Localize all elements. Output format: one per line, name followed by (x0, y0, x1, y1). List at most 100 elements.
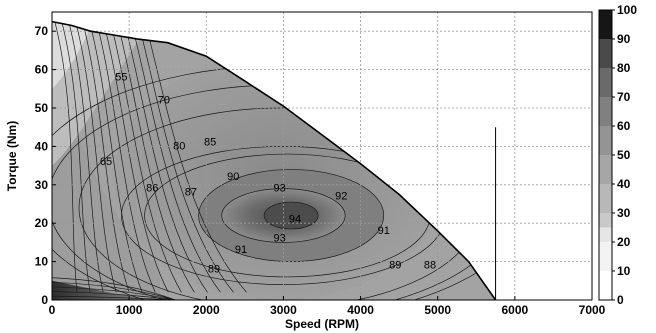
y-tick-label-30: 30 (35, 178, 49, 192)
x-tick-label-1000: 1000 (116, 303, 143, 317)
contour-label-70: 70 (158, 94, 170, 106)
y-tick-label-70: 70 (35, 24, 49, 38)
colorbar: 0 10 20 30 40 50 60 70 80 90 100 (598, 3, 637, 307)
colorbar-tick-label-40: 40 (617, 177, 631, 191)
contour-label-group-12: 91 (235, 244, 247, 256)
contour-bottom-curve-1 (52, 295, 176, 300)
x-tick-label-5000: 5000 (424, 303, 451, 317)
contour-curve-3 (67, 21, 104, 293)
colorbar-tick-label-80: 80 (617, 61, 631, 75)
contour-curve-13 (137, 21, 234, 293)
colorbar-band-80 (599, 39, 612, 68)
colorbar-band-30 (599, 184, 612, 213)
contour-curve-12 (130, 21, 221, 293)
contour-label-92: 92 (335, 190, 347, 202)
x-axis-label: Speed (RPM) (285, 317, 359, 331)
x-axis-ticks: 0 1000 2000 3000 4000 5000 6000 7000 (49, 296, 606, 317)
low-torque-corner-region (52, 280, 160, 300)
contour-label-group-1: 70 (158, 94, 170, 106)
contour-curve-1 (53, 21, 78, 293)
contour-label-89: 89 (208, 263, 220, 275)
contour-label-65: 65 (100, 156, 112, 168)
contour-label-88: 88 (424, 259, 436, 271)
efficiency-fill-layer (52, 21, 496, 300)
contour-label-80: 80 (173, 140, 185, 152)
colorbar-tick-label-0: 0 (617, 293, 624, 307)
y-axis-ticks: 0 10 20 30 40 50 60 70 (35, 24, 56, 307)
colorbar-band-90 (599, 10, 612, 39)
colorbar-tick-label-30: 30 (617, 206, 631, 220)
contour-bottom-curve-3 (52, 286, 176, 300)
contour-label-group-5: 90 (227, 171, 239, 183)
contour-label-87: 87 (185, 186, 197, 198)
contour-label-91: 91 (378, 225, 390, 237)
colorbar-band-40 (599, 155, 612, 184)
contour-label-group-10: 94 (289, 213, 301, 225)
y-tick-label-50: 50 (35, 101, 49, 115)
contour-bottom-curve-5 (52, 277, 176, 300)
contour-bottom-curve-4 (52, 281, 176, 300)
contour-curve-8 (102, 21, 169, 293)
contour-curve-11 (123, 21, 208, 293)
colorbar-tick-label-50: 50 (617, 148, 631, 162)
contour-label-group-0: 55 (115, 71, 127, 83)
colorbar-tick-label-70: 70 (617, 90, 631, 104)
y-axis-label: Torque (Nm) (5, 121, 19, 191)
contour-label-94: 94 (289, 213, 301, 225)
contour-curve-14 (144, 21, 247, 293)
colorbar-band-60 (599, 97, 612, 126)
y-tick-label-20: 20 (35, 216, 49, 230)
x-tick-label-7000: 7000 (579, 303, 606, 317)
contour-label-90: 90 (227, 171, 239, 183)
y-tick-label-0: 0 (41, 293, 48, 307)
contour-curve-5 (81, 21, 130, 293)
y-tick-label-10: 10 (35, 255, 49, 269)
efficiency-94-region (264, 202, 319, 229)
contour-curve-2 (60, 21, 91, 293)
contour-label-group-13: 91 (378, 225, 390, 237)
contour-labels: 55 70 80 85 65 90 86 87 93 92 94 93 91 91 89 89 88 (100, 71, 436, 275)
contour-label-93: 93 (273, 233, 285, 245)
contour-bottom-curve-2 (52, 291, 176, 300)
contour-label-group-3: 85 (204, 137, 216, 149)
contour-label-89: 89 (389, 259, 401, 271)
colorbar-band-25 (599, 213, 612, 228)
contour-label-group-7: 87 (185, 186, 197, 198)
contour-curve-10 (116, 21, 195, 293)
contour-curve-4 (74, 21, 117, 293)
contour-label-group-15: 89 (389, 259, 401, 271)
colorbar-band-20 (599, 227, 612, 242)
contour-curve-6 (88, 21, 143, 293)
x-tick-label-6000: 6000 (502, 303, 529, 317)
colorbar-tick-label-60: 60 (617, 119, 631, 133)
x-tick-label-2000: 2000 (193, 303, 220, 317)
grid-lines (52, 12, 592, 300)
contour-curve-9 (109, 21, 182, 293)
x-tick-label-3000: 3000 (270, 303, 297, 317)
lowest-efficiency-corner-region (52, 21, 91, 89)
colorbar-band-50 (599, 126, 612, 155)
contour-label-group-9: 92 (335, 190, 347, 202)
colorbar-band-0 (599, 271, 612, 300)
contour-core-ring-3 (198, 169, 385, 262)
colorbar-band-10 (599, 242, 612, 271)
contour-label-group-4: 65 (100, 156, 112, 168)
y-tick-label-40: 40 (35, 139, 49, 153)
contour-label-group-11: 93 (273, 233, 285, 245)
low-speed-region (52, 23, 160, 300)
contour-label-55: 55 (115, 71, 127, 83)
contour-label-group-16: 88 (424, 259, 436, 271)
colorbar-tick-label-90: 90 (617, 32, 631, 46)
y-tick-label-60: 60 (35, 63, 49, 77)
colorbar-band-70 (599, 68, 612, 97)
colorbar-tick-label-20: 20 (617, 235, 631, 249)
contour-label-85: 85 (204, 137, 216, 149)
contour-label-group-8: 93 (273, 183, 285, 195)
x-tick-label-4000: 4000 (347, 303, 374, 317)
contour-label-group-14: 89 (208, 263, 220, 275)
colorbar-tick-label-100: 100 (617, 3, 637, 17)
contour-curve-7 (95, 21, 156, 293)
contour-label-group-6: 86 (146, 183, 158, 195)
plot-frame (51, 11, 593, 301)
